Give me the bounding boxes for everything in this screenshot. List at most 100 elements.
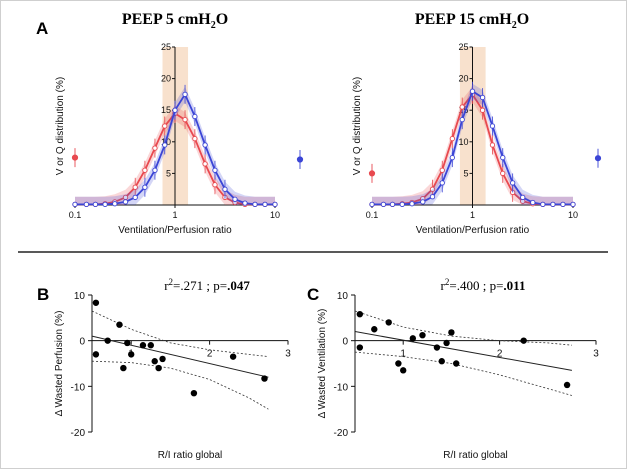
- annotation-sup: 2: [169, 277, 174, 287]
- x-tick-label: 3: [593, 349, 599, 360]
- data-point: [570, 201, 576, 208]
- scatter-point: [400, 367, 407, 374]
- data-point: [142, 167, 148, 173]
- data-point: [172, 107, 178, 113]
- scatter-point: [124, 339, 131, 347]
- ci-lower-line: [354, 351, 573, 396]
- y-tick-label: 20: [161, 74, 171, 84]
- data-point: [500, 154, 506, 161]
- scatter-point: [261, 375, 268, 382]
- scatter-point: [92, 351, 100, 358]
- y-tick-label: 5: [463, 168, 468, 178]
- scatter-point: [139, 342, 147, 349]
- y-tick-label: 15: [458, 105, 468, 115]
- panel-title: PEEP 15 cmH2O: [415, 11, 529, 31]
- y-tick-label: 5: [166, 168, 171, 178]
- data-point: [459, 104, 465, 110]
- panel-title-end: O: [216, 11, 228, 28]
- panel-title-sub: 2: [512, 20, 517, 31]
- y-tick-label: 10: [74, 291, 86, 302]
- scatter-point: [520, 337, 527, 344]
- data-point: [479, 94, 486, 101]
- outside-point: [296, 156, 304, 163]
- x-axis-label: Ventilation/Perfusion ratio: [118, 225, 232, 236]
- outside-point: [594, 155, 602, 162]
- data-point: [409, 201, 415, 207]
- y-tick-label: 20: [458, 74, 468, 84]
- x-tick-label: 0.1: [366, 210, 379, 220]
- x-tick-label: 2: [497, 349, 503, 360]
- ci-upper-line: [354, 310, 572, 346]
- outside-point: [71, 154, 79, 161]
- x-tick-label: 1: [470, 210, 475, 220]
- scatter-point: [385, 319, 392, 326]
- scatter-point: [563, 381, 571, 389]
- ci-lower-line: [91, 360, 269, 410]
- scatter-point: [443, 339, 450, 347]
- data-point: [550, 201, 556, 208]
- data-point: [162, 142, 168, 148]
- y-axis-label: V or Q distribution (%): [55, 77, 66, 175]
- y-tick-label: 10: [337, 291, 349, 302]
- scatter-point: [448, 329, 455, 336]
- y-tick-label: -10: [71, 382, 86, 393]
- scatter-point: [92, 299, 100, 306]
- data-point: [439, 180, 445, 186]
- scatter-point: [159, 355, 166, 363]
- data-point: [252, 201, 258, 208]
- y-tick-label: 25: [458, 42, 468, 52]
- data-point: [459, 117, 465, 123]
- y-axis-label: Δ Wasted Perfusion (%): [54, 311, 65, 417]
- data-point: [510, 180, 516, 186]
- panel-letter: C: [307, 285, 319, 304]
- scatter-point: [356, 310, 364, 318]
- scatter-point: [419, 331, 426, 339]
- data-point: [152, 145, 158, 151]
- annotation-mid: =.400 ; p=: [449, 278, 503, 293]
- ci-upper-line: [91, 310, 269, 357]
- annotation-r: r: [164, 278, 169, 293]
- x-tick-label: 0.1: [69, 210, 82, 220]
- data-point: [560, 201, 566, 208]
- y-axis-label: Δ Wasted Ventilation (%): [317, 309, 328, 419]
- x-tick-label: 2: [207, 349, 213, 360]
- data-point: [212, 182, 218, 188]
- annotation-sup: 2: [445, 277, 450, 287]
- outside-point: [368, 170, 376, 177]
- stats-annotation: r2=.271 ; p=.047: [164, 277, 250, 293]
- y-tick-label: 0: [79, 337, 85, 348]
- annotation-r: r: [441, 278, 446, 293]
- scatter-point: [395, 360, 402, 367]
- x-axis-label: R/I ratio global: [158, 450, 222, 461]
- data-point: [500, 170, 506, 177]
- scatter-point: [409, 335, 417, 342]
- stats-annotation: r2=.400 ; p=.011: [441, 277, 526, 293]
- y-tick-label: -10: [334, 382, 349, 393]
- data-point: [92, 201, 99, 208]
- annotation-mid: =.271 ; p=: [173, 278, 227, 293]
- panel-letter: B: [37, 285, 49, 304]
- data-point: [389, 201, 396, 208]
- data-point: [469, 88, 476, 94]
- data-point: [399, 201, 405, 208]
- scatter-point: [190, 389, 198, 397]
- y-tick-label: 0: [342, 337, 348, 348]
- scatter-point: [438, 358, 445, 365]
- data-point: [192, 113, 198, 120]
- scatter-point: [371, 326, 378, 333]
- data-point: [132, 194, 138, 201]
- y-tick-label: -20: [71, 428, 86, 439]
- data-point: [72, 201, 78, 208]
- panel-title: PEEP 5 cmH2O: [122, 11, 228, 31]
- data-point: [262, 201, 268, 208]
- data-point: [439, 167, 445, 173]
- x-tick-label: 1: [172, 210, 177, 220]
- data-point: [152, 167, 158, 173]
- data-point: [132, 184, 138, 190]
- annotation-pvalue: .011: [503, 278, 525, 293]
- panel-title-main: PEEP 5 cmH: [122, 11, 211, 28]
- data-point: [489, 123, 496, 129]
